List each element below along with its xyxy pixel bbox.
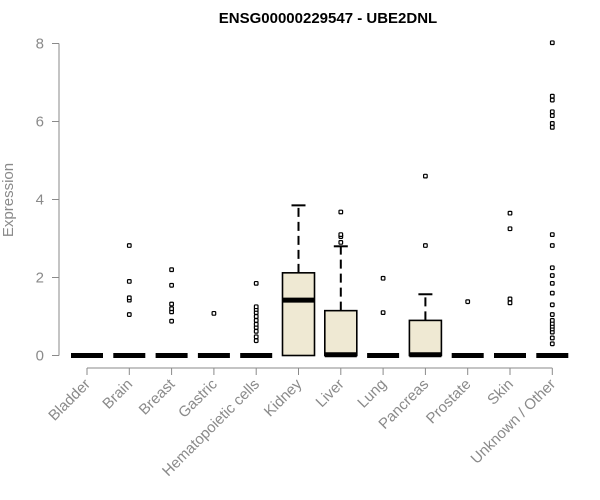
outlier-point (549, 40, 555, 46)
outlier-point (549, 232, 555, 238)
box-iqr (281, 272, 316, 357)
box-iqr (408, 319, 443, 357)
outlier-point (549, 318, 555, 323)
outlier-point (253, 334, 259, 340)
x-tick-label: Lung (354, 376, 390, 412)
outlier-point (253, 314, 259, 319)
outlier-point (253, 318, 259, 323)
outlier-point (549, 302, 555, 308)
box-group (367, 275, 400, 358)
outlier-point (253, 328, 259, 334)
x-tick-label: Brain (99, 376, 136, 413)
outlier-point (126, 243, 132, 248)
y-tick-label: 6 (36, 114, 44, 131)
x-tick-label: Kidney (261, 375, 306, 420)
outlier-point (169, 301, 175, 307)
y-tick-label: 0 (36, 348, 44, 365)
x-tick-label: Prostate (423, 376, 475, 428)
outlier-point (507, 296, 513, 302)
outlier-point (549, 273, 555, 278)
box-group (113, 243, 146, 358)
outlier-point (465, 299, 471, 305)
y-tick-label: 4 (36, 192, 44, 209)
box-group (494, 210, 526, 358)
y-tick-label: 8 (36, 36, 44, 53)
outlier-point (549, 113, 555, 119)
outlier-point (338, 232, 344, 238)
outlier-point (211, 310, 217, 316)
outlier-point (549, 290, 555, 296)
outlier-point (549, 93, 555, 99)
chart-title: ENSG00000229547 - UBE2DNL (219, 10, 437, 27)
box-group (323, 209, 358, 358)
outlier-point (380, 275, 386, 281)
box-group (281, 204, 316, 357)
outlier-point (549, 341, 555, 347)
outlier-point (549, 335, 555, 341)
outlier-point (169, 306, 175, 312)
y-axis-label: Expression (0, 163, 17, 237)
outlier-point (169, 318, 175, 324)
outlier-point (253, 304, 259, 310)
box-group (408, 173, 443, 358)
x-tick-label: Bladder (45, 376, 94, 425)
outlier-point (169, 282, 175, 288)
outlier-point (126, 295, 132, 301)
x-tick-label: Liver (313, 376, 348, 411)
outlier-point (507, 210, 513, 216)
outlier-point (338, 240, 344, 245)
plot-area (71, 40, 569, 358)
outlier-point (338, 209, 344, 215)
outlier-point (126, 312, 132, 317)
outlier-point (423, 243, 428, 248)
outlier-point (253, 321, 259, 327)
outlier-point (253, 338, 259, 344)
outlier-point (549, 109, 555, 115)
outlier-point (126, 279, 132, 284)
outlier-point (253, 280, 259, 286)
y-tick-label: 2 (36, 270, 44, 287)
box-group (197, 310, 230, 358)
outlier-point (380, 310, 386, 315)
outlier-point (549, 312, 555, 317)
x-tick-label: Skin (484, 376, 517, 409)
box-iqr (323, 309, 358, 357)
outlier-point (549, 97, 555, 103)
box-group (451, 299, 484, 358)
outlier-point (507, 226, 513, 232)
outlier-point (549, 124, 555, 130)
outlier-point (423, 173, 428, 179)
y-axis: 0 2 4 6 8 (36, 36, 60, 365)
box-group (155, 267, 188, 358)
box-group (536, 40, 569, 358)
outlier-point (549, 121, 555, 126)
x-tick-label: Breast (136, 375, 179, 418)
box-group (240, 280, 273, 358)
outlier-point (549, 243, 555, 248)
outlier-point (507, 300, 513, 306)
outlier-point (549, 265, 555, 271)
outlier-point (549, 280, 555, 286)
outlier-point (169, 267, 175, 273)
